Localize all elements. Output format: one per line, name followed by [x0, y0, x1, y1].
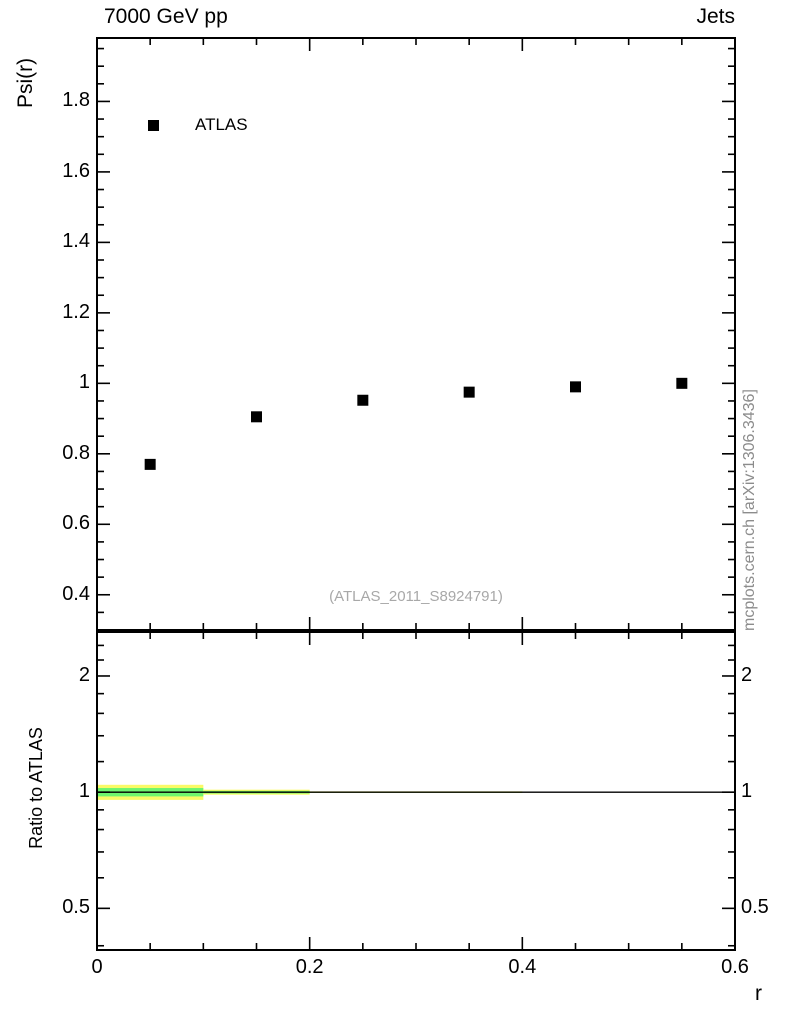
side-label: mcplots.cern.ch [arXiv:1306.3436] [741, 389, 758, 631]
y-tick-label: 1 [78, 371, 90, 394]
y-axis-label: Psi(r) [14, 57, 37, 108]
legend-marker-square-icon [148, 119, 159, 131]
data-point [463, 386, 475, 398]
y-tick-label: 1.8 [62, 89, 90, 112]
y-tick-label: 0.4 [62, 582, 90, 605]
x-tick-label: 0.6 [721, 956, 749, 978]
y-tick-label: 0.6 [62, 512, 90, 535]
ratio-y-tick-label-right: 2 [741, 663, 753, 686]
data-point [357, 394, 369, 406]
x-tick-label: 0.2 [295, 956, 324, 978]
ratio-y-tick-label-right: 0.5 [741, 896, 769, 919]
data-point [676, 377, 688, 389]
legend: ATLAS [148, 115, 248, 135]
x-tick-label: 0 [91, 956, 103, 978]
y-tick-label: 1.6 [62, 159, 90, 182]
ratio-y-tick-label-left: 2 [78, 663, 90, 686]
plot-title-right: Jets [696, 5, 735, 28]
y-tick-label: 0.8 [62, 441, 90, 464]
plot-title-left: 7000 GeV pp [104, 5, 228, 28]
data-point [570, 381, 581, 393]
x-tick-label: 0.4 [508, 956, 537, 978]
ratio-y-tick-label-left: 0.5 [62, 896, 90, 919]
y-tick-label: 1.4 [62, 230, 90, 253]
legend-label: ATLAS [195, 115, 248, 134]
y-tick-label: 1.2 [62, 300, 90, 323]
ratio-y-tick-label-left: 1 [78, 780, 90, 803]
data-point [144, 458, 156, 470]
data-point [251, 411, 262, 423]
x-axis-label: r [755, 982, 762, 1005]
ratio-y-tick-label-right: 1 [741, 780, 753, 803]
watermark: (ATLAS_2011_S8924791) [329, 588, 503, 605]
